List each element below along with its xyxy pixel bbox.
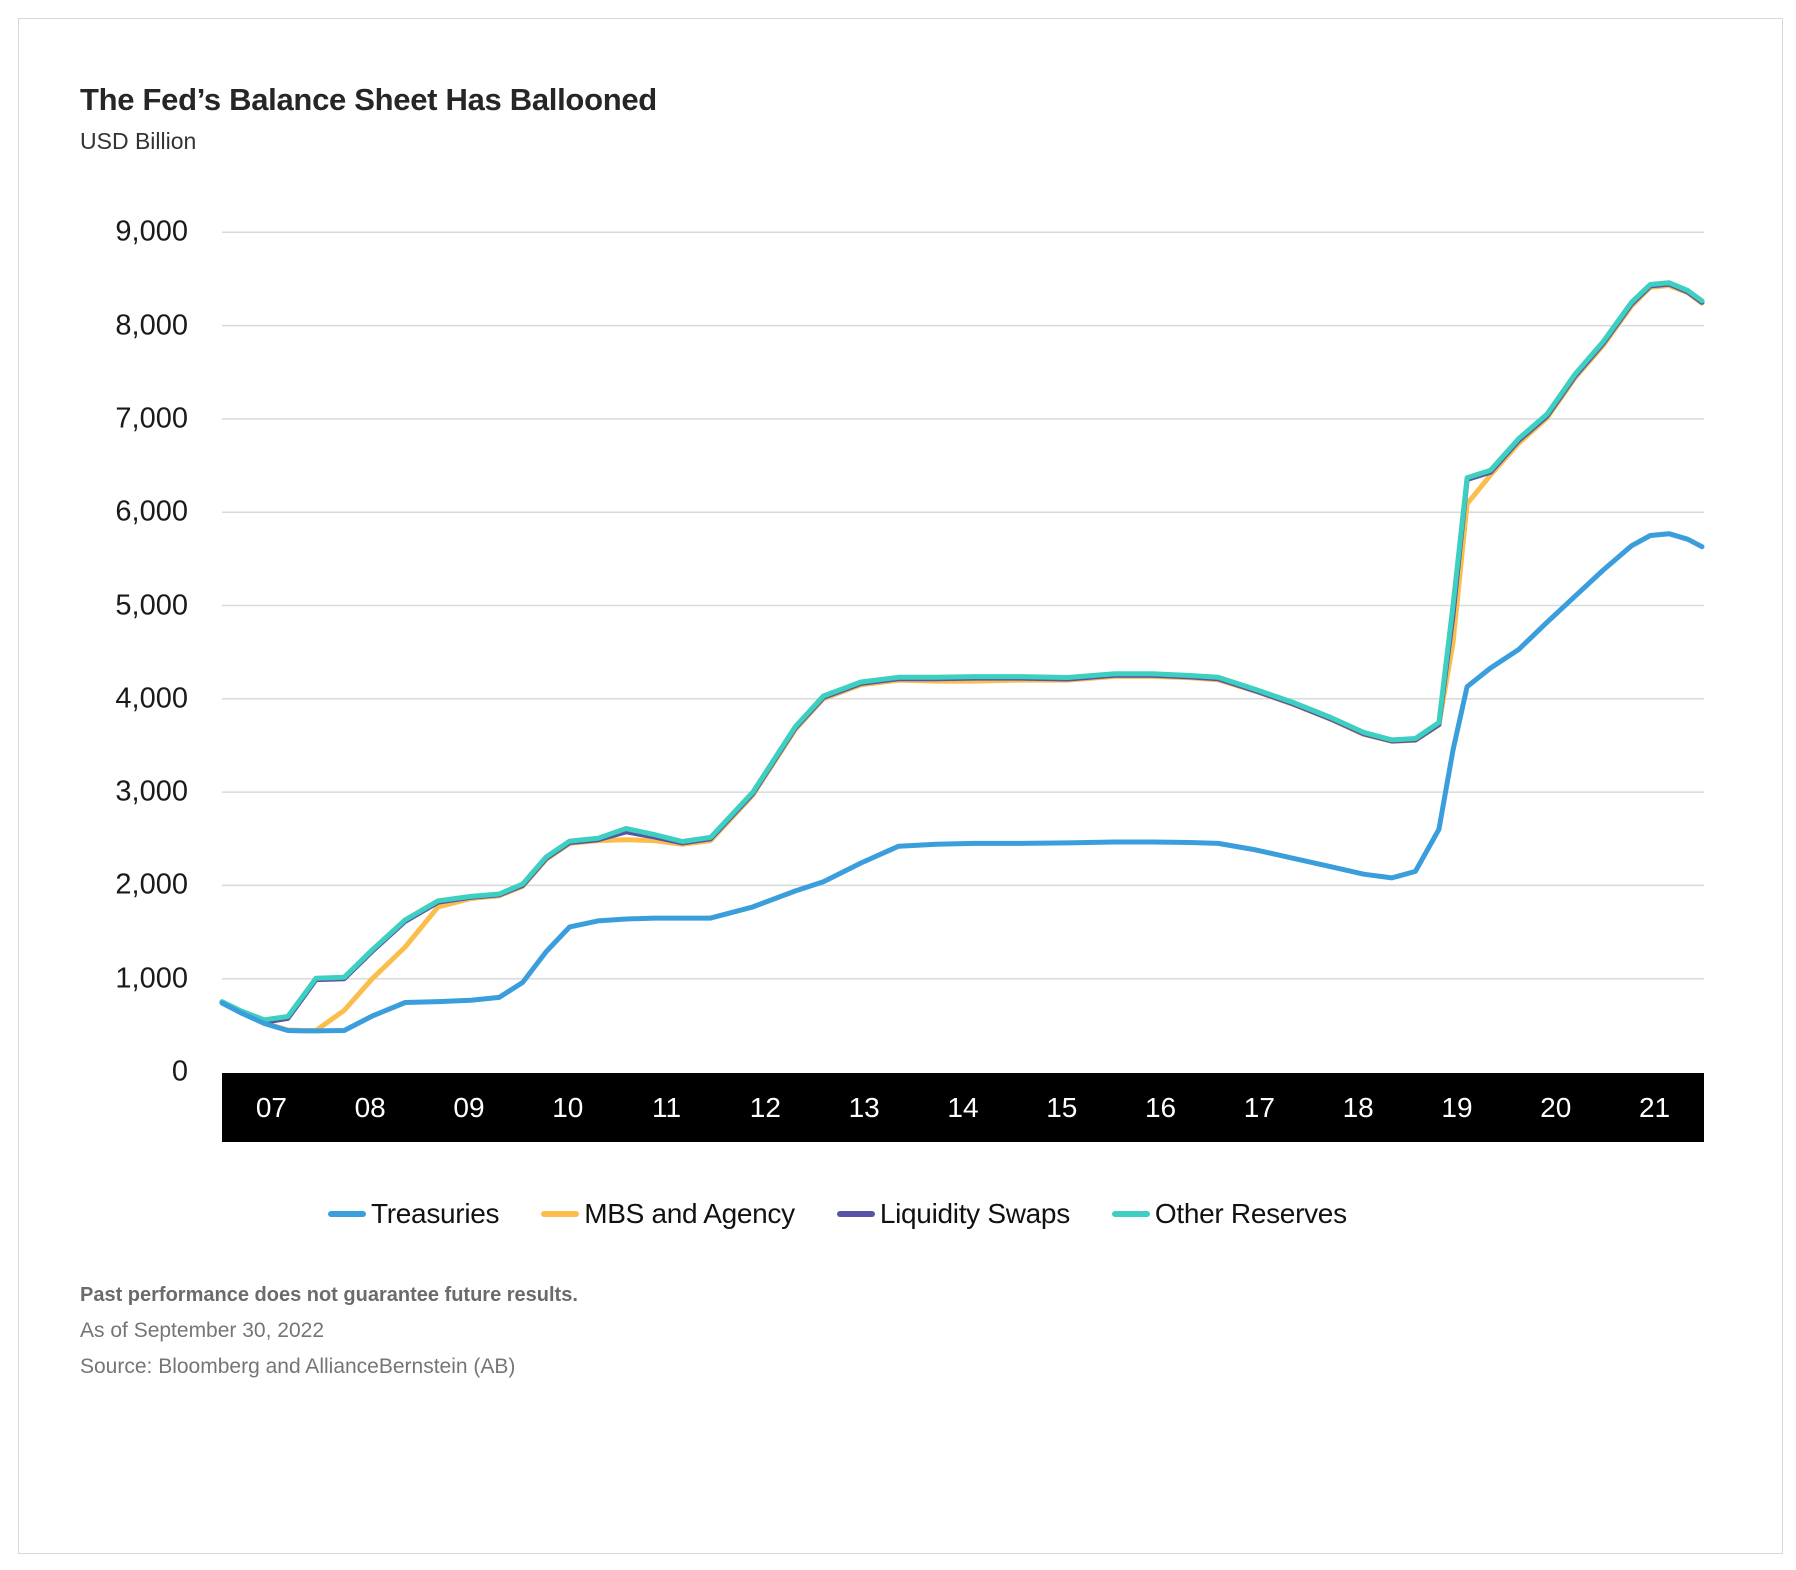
x-year-label-20: 20	[1540, 1091, 1572, 1123]
x-year-label-11: 11	[652, 1091, 682, 1123]
legend-item-treasuries: Treasuries	[328, 1198, 500, 1230]
x-year-label-15: 15	[1046, 1091, 1078, 1123]
y-tick-label-4000: 4,000	[115, 682, 188, 715]
y-tick-label-7000: 7,000	[115, 402, 188, 435]
x-year-label-19: 19	[1441, 1091, 1473, 1123]
x-year-label-08: 08	[354, 1091, 386, 1123]
chart-card	[18, 18, 1783, 1554]
legend-swatch-icon	[541, 1211, 580, 1217]
y-tick-label-3000: 3,000	[115, 775, 188, 808]
legend-label: Liquidity Swaps	[879, 1198, 1070, 1229]
as-of-date: As of September 30, 2022	[80, 1319, 324, 1342]
x-axis-year-band: 07 08 09 10 11 12 13 14 15 16 17 18 19 20 21	[222, 1073, 1704, 1142]
x-year-label-18: 18	[1342, 1091, 1374, 1123]
y-tick-label-5000: 5,000	[115, 589, 188, 621]
legend-item-liquidity-swaps: Liquidity Swaps	[836, 1198, 1070, 1230]
chart-title: The Fed’s Balance Sheet Has Ballooned	[80, 82, 657, 117]
x-year-label-16: 16	[1144, 1091, 1177, 1123]
x-year-label-17: 17	[1243, 1091, 1275, 1123]
y-tick-label-0: 0	[171, 1055, 188, 1088]
legend-swatch-icon	[328, 1211, 366, 1217]
x-year-label-09: 09	[453, 1091, 485, 1123]
x-year-label-13: 13	[848, 1091, 880, 1123]
x-year-label-12: 12	[749, 1091, 781, 1123]
series-line-liquidity-swaps	[219, 281, 1705, 1025]
series-line-treasuries	[219, 531, 1705, 1034]
y-tick-label-2000: 2,000	[115, 868, 188, 901]
x-year-label-07: 07	[255, 1091, 287, 1123]
legend-label: MBS and Agency	[584, 1198, 795, 1229]
chart-legend: Treasuries MBS and Agency Liquidity Swaps O…	[328, 1194, 1347, 1234]
legend-swatch-icon	[836, 1211, 875, 1217]
y-tick-label-1000: 1,000	[115, 962, 188, 995]
y-tick-label-9000: 9,000	[115, 215, 188, 248]
x-year-label-14: 14	[947, 1091, 979, 1123]
x-year-label-10: 10	[552, 1091, 584, 1123]
series-line-other-reserves	[219, 280, 1705, 1023]
source-text: Source: Bloomberg and AllianceBernstein …	[80, 1355, 516, 1378]
legend-label: Treasuries	[371, 1198, 500, 1229]
y-tick-label-8000: 8,000	[115, 309, 188, 342]
legend-item-mbs-and-agency: MBS and Agency	[541, 1198, 795, 1230]
series-line-mbs-and-agency	[219, 283, 1705, 1033]
legend-swatch-icon	[1111, 1211, 1150, 1217]
legend-label: Other Reserves	[1154, 1198, 1347, 1229]
legend-item-other-reserves: Other Reserves	[1111, 1198, 1347, 1230]
chart-subtitle: USD Billion	[80, 128, 197, 154]
y-tick-label-6000: 6,000	[115, 495, 188, 528]
x-year-label-21: 21	[1638, 1091, 1671, 1123]
disclaimer-text: Past performance does not guarantee futu…	[80, 1284, 578, 1306]
